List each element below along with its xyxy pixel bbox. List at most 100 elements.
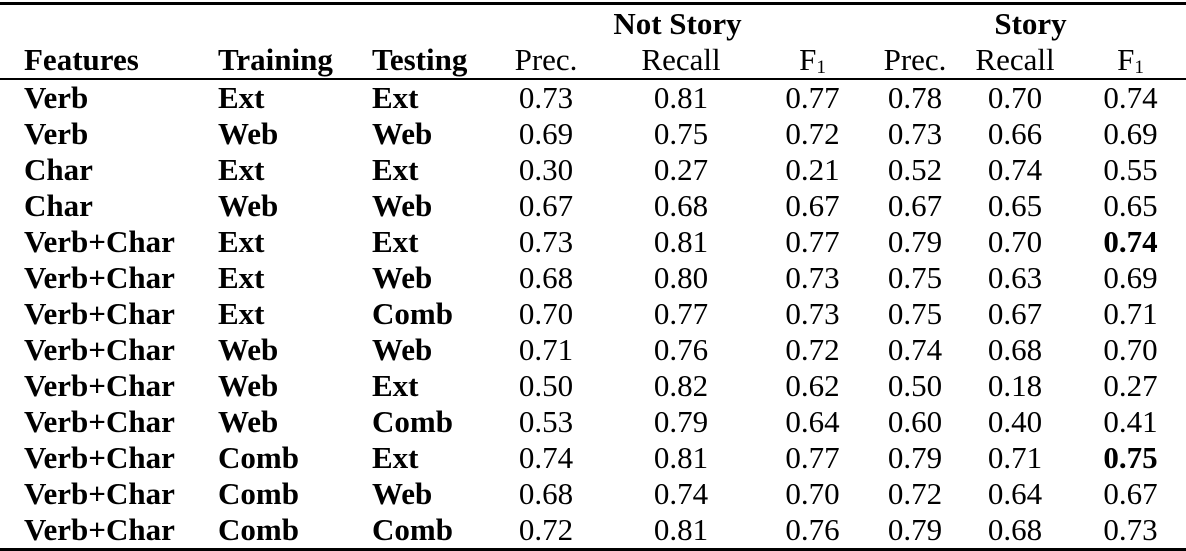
group-header-spacer xyxy=(0,4,480,43)
s-recall-cell: 0.64 xyxy=(987,476,1043,511)
training-cell: Comb xyxy=(218,512,299,547)
f1-label-base: F xyxy=(1117,42,1135,77)
s-prec-cell: 0.75 xyxy=(887,260,943,295)
testing-cell: Ext xyxy=(372,224,419,259)
s-f1-cell: 0.69 xyxy=(1103,260,1158,295)
ns-recall-cell: 0.74 xyxy=(653,476,709,511)
table-row: Verb Web Web 0.69 0.75 0.72 0.73 0.66 0.69 xyxy=(0,116,1186,152)
ns-prec-cell: 0.70 xyxy=(518,296,574,331)
ns-prec-cell: 0.73 xyxy=(518,224,574,259)
s-prec-cell: 0.73 xyxy=(887,116,943,151)
col-header-prec-not-story: Prec. xyxy=(480,42,612,80)
s-recall-cell: 0.63 xyxy=(987,260,1043,295)
features-cell: Verb+Char xyxy=(24,296,175,331)
features-cell: Verb xyxy=(24,80,89,115)
s-recall-cell: 0.71 xyxy=(987,440,1043,475)
s-f1-cell: 0.70 xyxy=(1103,332,1158,367)
group-header-story: Story xyxy=(994,5,1067,41)
features-cell: Verb+Char xyxy=(24,332,175,367)
training-cell: Web xyxy=(218,116,279,151)
ns-f1-cell: 0.64 xyxy=(785,404,840,439)
training-cell: Ext xyxy=(218,296,265,331)
group-header-not-story: Not Story xyxy=(613,5,742,41)
col-header-f1-story: F1 xyxy=(1075,42,1186,80)
s-f1-cell: 0.67 xyxy=(1103,476,1158,511)
ns-prec-cell: 0.69 xyxy=(518,116,574,151)
table-row: Verb+Char Web Comb 0.53 0.79 0.64 0.60 0.40 0.41 xyxy=(0,404,1186,440)
ns-f1-cell: 0.72 xyxy=(785,116,840,151)
testing-cell: Web xyxy=(372,188,433,223)
ns-prec-cell: 0.72 xyxy=(518,512,574,547)
s-f1-cell: 0.27 xyxy=(1103,368,1158,403)
group-header-row: Not Story Story xyxy=(0,4,1186,43)
table-row: Verb+Char Ext Web 0.68 0.80 0.73 0.75 0.63 0.69 xyxy=(0,260,1186,296)
testing-cell: Web xyxy=(372,476,433,511)
ns-f1-cell: 0.62 xyxy=(785,368,840,403)
ns-f1-cell: 0.77 xyxy=(785,224,840,259)
ns-f1-cell: 0.73 xyxy=(785,296,840,331)
ns-recall-cell: 0.76 xyxy=(653,332,709,367)
s-recall-cell: 0.70 xyxy=(987,224,1043,259)
table-row: Verb+Char Web Web 0.71 0.76 0.72 0.74 0.68 0.70 xyxy=(0,332,1186,368)
training-cell: Web xyxy=(218,332,279,367)
s-recall-cell: 0.70 xyxy=(987,80,1043,115)
testing-cell: Ext xyxy=(372,152,419,187)
ns-recall-cell: 0.81 xyxy=(653,440,709,475)
ns-recall-cell: 0.81 xyxy=(653,80,709,115)
f1-label-base: F xyxy=(799,42,817,77)
features-cell: Verb+Char xyxy=(24,512,175,547)
testing-cell: Comb xyxy=(372,404,453,439)
features-cell: Char xyxy=(24,188,93,223)
features-cell: Verb xyxy=(24,116,89,151)
testing-cell: Ext xyxy=(372,80,419,115)
training-cell: Ext xyxy=(218,224,265,259)
s-f1-cell: 0.73 xyxy=(1103,512,1158,547)
ns-f1-cell: 0.21 xyxy=(785,152,840,187)
table-row: Verb Ext Ext 0.73 0.81 0.77 0.78 0.70 0.74 xyxy=(0,79,1186,116)
training-cell: Comb xyxy=(218,476,299,511)
col-header-training: Training xyxy=(218,42,372,80)
s-f1-cell: 0.41 xyxy=(1103,404,1158,439)
s-prec-cell: 0.75 xyxy=(887,296,943,331)
training-cell: Ext xyxy=(218,260,265,295)
ns-recall-cell: 0.75 xyxy=(653,116,709,151)
training-cell: Web xyxy=(218,404,279,439)
ns-recall-cell: 0.68 xyxy=(653,188,709,223)
table-row: Verb+Char Ext Comb 0.70 0.77 0.73 0.75 0.67 0.71 xyxy=(0,296,1186,332)
training-cell: Ext xyxy=(218,80,265,115)
features-cell: Char xyxy=(24,152,93,187)
s-prec-cell: 0.67 xyxy=(887,188,943,223)
ns-f1-cell: 0.77 xyxy=(785,80,840,115)
s-recall-cell: 0.68 xyxy=(987,512,1043,547)
ns-prec-cell: 0.73 xyxy=(518,80,574,115)
ns-prec-cell: 0.71 xyxy=(518,332,574,367)
ns-f1-cell: 0.76 xyxy=(785,512,840,547)
training-cell: Comb xyxy=(218,440,299,475)
ns-recall-cell: 0.80 xyxy=(653,260,709,295)
training-cell: Web xyxy=(218,368,279,403)
features-cell: Verb+Char xyxy=(24,368,175,403)
table-row: Char Web Web 0.67 0.68 0.67 0.67 0.65 0.65 xyxy=(0,188,1186,224)
s-prec-cell: 0.79 xyxy=(887,512,943,547)
col-header-f1-not-story: F1 xyxy=(750,42,875,80)
s-f1-cell: 0.65 xyxy=(1103,188,1158,223)
s-recall-cell: 0.18 xyxy=(987,368,1043,403)
ns-f1-cell: 0.72 xyxy=(785,332,840,367)
training-cell: Ext xyxy=(218,152,265,187)
testing-cell: Comb xyxy=(372,296,453,331)
testing-cell: Web xyxy=(372,260,433,295)
ns-prec-cell: 0.53 xyxy=(518,404,574,439)
ns-recall-cell: 0.82 xyxy=(653,368,709,403)
training-cell: Web xyxy=(218,188,279,223)
s-f1-cell: 0.75 xyxy=(1103,440,1158,475)
ns-prec-cell: 0.68 xyxy=(518,476,574,511)
table-row: Char Ext Ext 0.30 0.27 0.21 0.52 0.74 0.55 xyxy=(0,152,1186,188)
table-row: Verb+Char Comb Ext 0.74 0.81 0.77 0.79 0.71 0.75 xyxy=(0,440,1186,476)
ns-f1-cell: 0.73 xyxy=(785,260,840,295)
ns-recall-cell: 0.81 xyxy=(653,512,709,547)
ns-prec-cell: 0.67 xyxy=(518,188,574,223)
s-prec-cell: 0.78 xyxy=(887,80,943,115)
table-row: Verb+Char Ext Ext 0.73 0.81 0.77 0.79 0.70 0.74 xyxy=(0,224,1186,260)
features-cell: Verb+Char xyxy=(24,440,175,475)
